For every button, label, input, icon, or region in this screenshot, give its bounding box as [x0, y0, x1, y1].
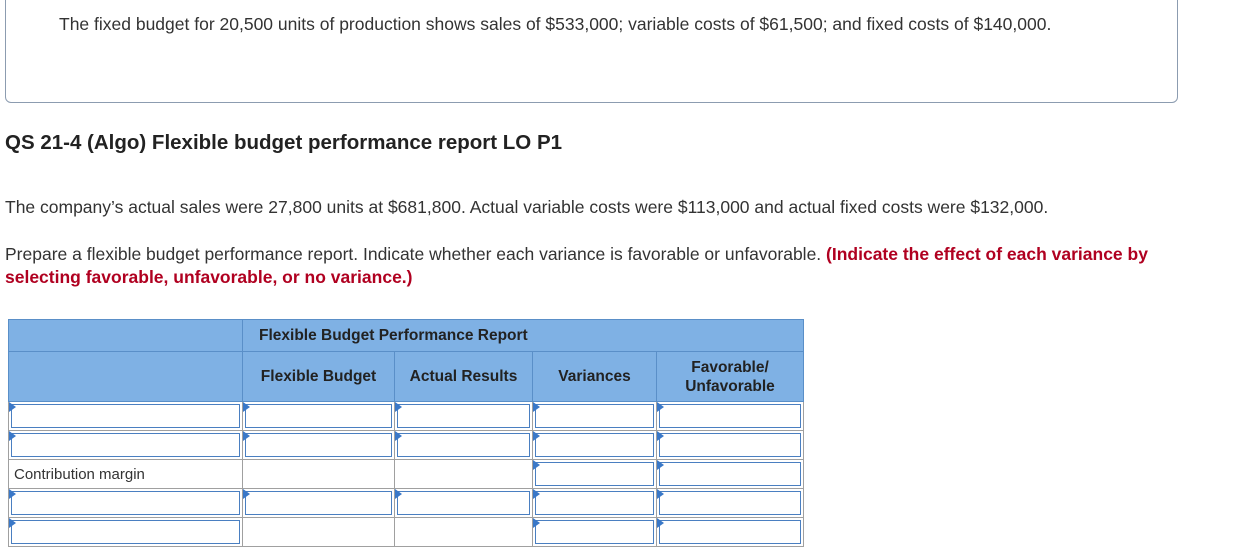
column-header-variances: Variances	[532, 351, 657, 402]
dropdown-input[interactable]	[659, 491, 801, 515]
cell-favorable-unfavorable[interactable]	[656, 459, 804, 489]
dropdown-marker-icon	[9, 489, 16, 499]
number-input[interactable]	[535, 404, 654, 428]
number-input[interactable]	[535, 462, 654, 486]
cell-variances[interactable]	[532, 430, 657, 460]
table-row	[8, 517, 804, 547]
dropdown-input[interactable]	[659, 433, 801, 457]
dropdown-input[interactable]	[659, 462, 801, 486]
report-title-spacer	[8, 319, 243, 352]
dropdown-marker-icon	[243, 489, 250, 499]
cell-flexible-budget[interactable]	[242, 488, 395, 518]
instruction-emphasis: (Indicate the effect of each variance by…	[5, 244, 1148, 287]
actual-results-text: The company’s actual sales were 27,800 u…	[5, 197, 1049, 217]
number-input[interactable]	[245, 433, 392, 457]
cell-actual-results[interactable]	[394, 488, 533, 518]
cell-favorable-unfavorable[interactable]	[656, 488, 804, 518]
dropdown-marker-icon	[395, 402, 402, 412]
cell-label[interactable]	[8, 488, 243, 518]
cell-flexible-budget[interactable]	[242, 430, 395, 460]
dropdown-marker-icon	[395, 489, 402, 499]
instruction-plain: Prepare a flexible budget performance re…	[5, 244, 827, 264]
cell-flexible-budget[interactable]	[242, 401, 395, 431]
cell-label[interactable]	[8, 430, 243, 460]
dropdown-marker-icon	[533, 431, 540, 441]
cell-variances[interactable]	[532, 517, 657, 547]
cell-favorable-unfavorable[interactable]	[656, 430, 804, 460]
cell-variances[interactable]	[532, 459, 657, 489]
dropdown-marker-icon	[657, 431, 664, 441]
number-input[interactable]	[397, 433, 530, 457]
dropdown-marker-icon	[657, 518, 664, 528]
table-row	[8, 401, 804, 431]
number-input[interactable]	[535, 520, 654, 544]
cell-label[interactable]	[8, 517, 243, 547]
dropdown-marker-icon	[533, 460, 540, 470]
number-input[interactable]	[245, 491, 392, 515]
table-row	[8, 430, 804, 460]
cell-actual-results	[394, 459, 533, 489]
question-title: QS 21-4 (Algo) Flexible budget performan…	[5, 131, 563, 154]
dropdown-marker-icon	[657, 460, 664, 470]
dropdown-marker-icon	[243, 431, 250, 441]
cell-favorable-unfavorable[interactable]	[656, 517, 804, 547]
column-header-actual-results: Actual Results	[394, 351, 533, 402]
dropdown-input[interactable]	[11, 433, 240, 457]
cell-actual-results[interactable]	[394, 430, 533, 460]
cell-actual-results[interactable]	[394, 401, 533, 431]
number-input[interactable]	[535, 491, 654, 515]
table-row	[8, 488, 804, 518]
fixed-budget-text: The fixed budget for 20,500 units of pro…	[59, 14, 1052, 34]
dropdown-marker-icon	[243, 402, 250, 412]
dropdown-input[interactable]	[11, 520, 240, 544]
info-box: The fixed budget for 20,500 units of pro…	[5, 0, 1178, 103]
cell-favorable-unfavorable[interactable]	[656, 401, 804, 431]
table-row: Contribution margin	[8, 459, 804, 489]
cell-variances[interactable]	[532, 488, 657, 518]
column-header-flexible-budget: Flexible Budget	[242, 351, 395, 402]
dropdown-input[interactable]	[659, 520, 801, 544]
dropdown-input[interactable]	[11, 491, 240, 515]
dropdown-marker-icon	[9, 518, 16, 528]
column-header-label	[8, 351, 243, 402]
dropdown-input[interactable]	[11, 404, 240, 428]
number-input[interactable]	[397, 491, 530, 515]
dropdown-marker-icon	[533, 518, 540, 528]
cell-flexible-budget	[242, 517, 395, 547]
performance-report-table: Flexible Budget Performance Report Flexi…	[8, 319, 804, 547]
cell-label[interactable]	[8, 401, 243, 431]
number-input[interactable]	[397, 404, 530, 428]
column-header-favorable-unfavorable: Favorable/ Unfavorable	[656, 351, 804, 402]
dropdown-marker-icon	[9, 431, 16, 441]
cell-variances[interactable]	[532, 401, 657, 431]
dropdown-marker-icon	[533, 489, 540, 499]
row-label: Contribution margin	[14, 465, 145, 483]
number-input[interactable]	[535, 433, 654, 457]
dropdown-marker-icon	[533, 402, 540, 412]
cell-flexible-budget	[242, 459, 395, 489]
report-title: Flexible Budget Performance Report	[242, 319, 804, 352]
dropdown-marker-icon	[657, 402, 664, 412]
dropdown-input[interactable]	[659, 404, 801, 428]
dropdown-marker-icon	[9, 402, 16, 412]
dropdown-marker-icon	[395, 431, 402, 441]
cell-actual-results	[394, 517, 533, 547]
instruction-text: Prepare a flexible budget performance re…	[5, 243, 1205, 289]
number-input[interactable]	[245, 404, 392, 428]
cell-label: Contribution margin	[8, 459, 243, 489]
dropdown-marker-icon	[657, 489, 664, 499]
